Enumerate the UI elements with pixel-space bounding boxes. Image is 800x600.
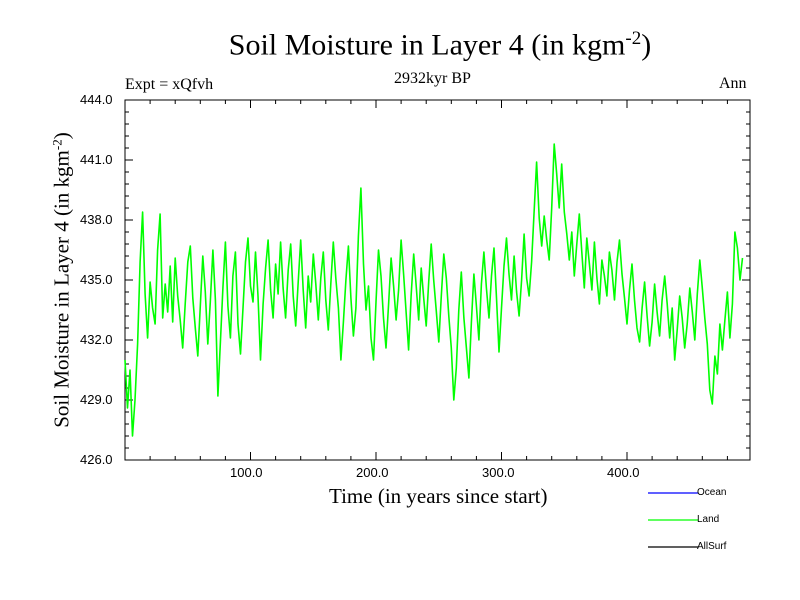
y-tick-label: 444.0	[80, 92, 113, 107]
chart-title-superscript: -2	[625, 28, 642, 49]
y-tick-label: 441.0	[80, 152, 113, 167]
experiment-label: Expt = xQfvh	[125, 76, 214, 93]
y-tick-label: 438.0	[80, 212, 113, 227]
season-label: Ann	[719, 75, 747, 92]
period-label: 2932kyr BP	[394, 70, 471, 87]
x-tick-label: 400.0	[607, 465, 640, 480]
plot-frame	[124, 99, 751, 461]
y-tick-label: 435.0	[80, 272, 113, 287]
chart-title-main: Soil Moisture in Layer 4 (in kgm	[228, 28, 626, 62]
chart-title: Soil Moisture in Layer 4 (in kgm-2)	[0, 28, 800, 62]
x-tick-label: 200.0	[356, 465, 389, 480]
chart-title-end: )	[641, 28, 652, 62]
y-tick-label: 426.0	[80, 452, 113, 467]
axis-ticks	[125, 99, 750, 461]
y-tick-label: 429.0	[80, 392, 113, 407]
x-tick-label: 100.0	[230, 465, 263, 480]
legend-label-land: Land	[697, 514, 720, 525]
y-tick-label: 432.0	[80, 332, 113, 347]
x-axis-label: Time (in years since start)	[329, 484, 548, 508]
x-tick-label: 300.0	[482, 465, 515, 480]
legend-label-ocean: Ocean	[697, 487, 727, 498]
legend-label-allsurf: AllSurf	[697, 541, 727, 552]
series-line-land	[124, 143, 744, 437]
